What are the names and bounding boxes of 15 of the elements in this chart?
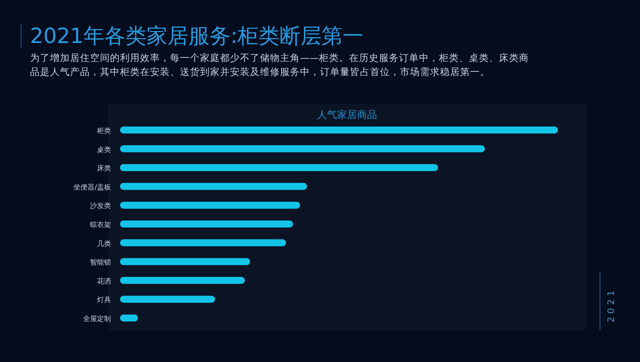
bar bbox=[120, 258, 250, 266]
bar bbox=[120, 276, 245, 284]
bar bbox=[120, 202, 300, 209]
bar bbox=[120, 164, 438, 172]
bar bbox=[120, 296, 216, 303]
bar bbox=[120, 182, 308, 190]
bar bbox=[120, 126, 558, 134]
chart-subtitle: 为了增加居住空间的利用效率，每一个家庭都少不了储物主角——柜类。在历史服务订单中，柜类、桌类、床类商品是人气产品，其中柜类在安装、送货到家并安装及维修服务中，订单量皆占首位，市场需求稳居第一。 bbox=[30, 52, 530, 80]
text: 2021 bbox=[607, 288, 617, 322]
bar bbox=[120, 145, 485, 152]
bar bbox=[120, 220, 294, 228]
bar bbox=[120, 314, 138, 322]
x-axis-title: 人气家居商品 bbox=[317, 109, 377, 121]
bar bbox=[120, 239, 286, 246]
chart-title: 2021年各类家居服务:柜类断层第一 bbox=[30, 24, 364, 48]
